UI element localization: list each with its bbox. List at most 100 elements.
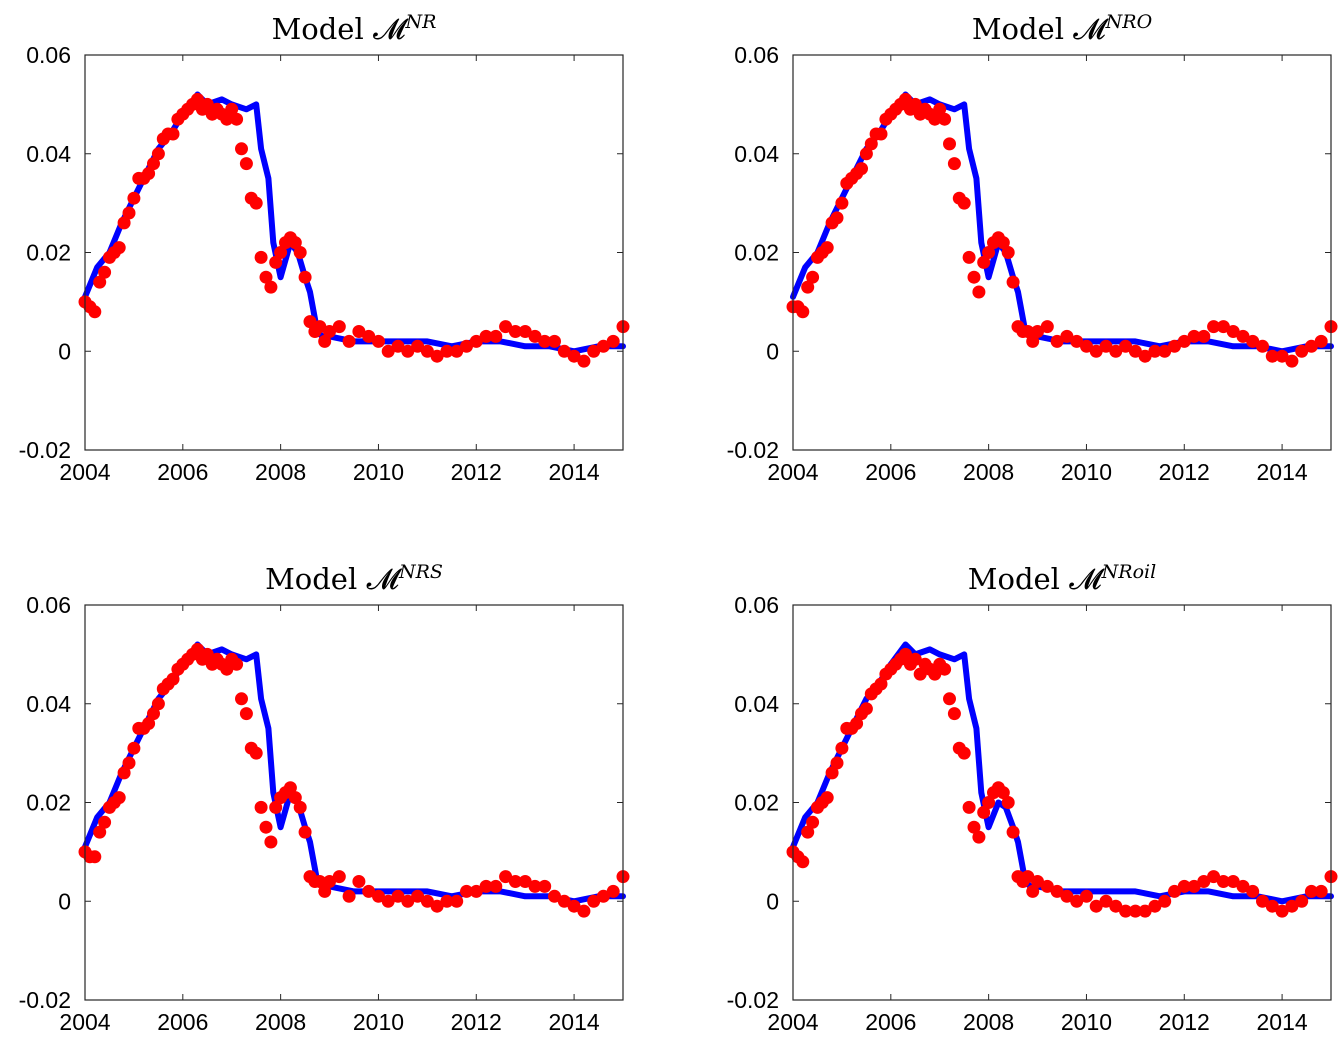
observed-point bbox=[381, 344, 395, 358]
observed-point bbox=[606, 334, 620, 348]
y-tick-label: -0.02 bbox=[19, 987, 71, 1013]
observed-point bbox=[1099, 339, 1113, 353]
observed-point bbox=[874, 677, 888, 691]
observed-point bbox=[122, 756, 136, 770]
observed-point bbox=[1256, 894, 1269, 908]
observed-point bbox=[806, 815, 820, 829]
observed-point bbox=[972, 830, 986, 844]
observed-point bbox=[298, 825, 312, 839]
x-tick-label: 2008 bbox=[963, 1009, 1014, 1035]
observed-point bbox=[249, 196, 263, 210]
observed-point bbox=[411, 889, 425, 903]
y-tick-label: 0 bbox=[766, 338, 779, 364]
observed-point bbox=[1285, 354, 1299, 368]
observed-point bbox=[899, 647, 912, 661]
observed-point bbox=[1148, 899, 1162, 913]
observed-point bbox=[489, 879, 503, 893]
observed-point bbox=[796, 305, 810, 319]
observed-point bbox=[1060, 889, 1074, 903]
observed-point bbox=[1168, 339, 1181, 353]
observed-point bbox=[313, 875, 327, 888]
observed-point bbox=[899, 92, 912, 106]
observed-point bbox=[460, 884, 473, 898]
observed-point bbox=[1197, 875, 1211, 888]
observed-point bbox=[235, 692, 248, 706]
observed-point bbox=[381, 894, 395, 908]
observed-point bbox=[200, 97, 214, 111]
observed-point bbox=[274, 246, 288, 259]
observed-point bbox=[977, 805, 991, 819]
observed-point bbox=[1021, 325, 1035, 338]
observed-point bbox=[269, 800, 283, 814]
x-tick-label: 2008 bbox=[963, 459, 1014, 485]
observed-point bbox=[220, 662, 234, 676]
observed-point bbox=[996, 786, 1010, 800]
observed-point bbox=[499, 870, 513, 884]
observed-point bbox=[391, 339, 405, 353]
observed-point bbox=[1246, 884, 1260, 898]
observed-point bbox=[1275, 349, 1289, 363]
observed-point bbox=[1138, 349, 1152, 363]
observed-point bbox=[1119, 904, 1133, 918]
observed-point bbox=[596, 339, 610, 353]
observed-point bbox=[859, 147, 873, 161]
observed-point bbox=[557, 344, 571, 358]
chart-panel-4: Model 𝓜NRoil 2004 2006 2008 2010 2012 2014 -0.0… bbox=[727, 561, 1338, 1035]
observed-point bbox=[117, 216, 131, 230]
observed-point bbox=[450, 894, 464, 908]
observed-point bbox=[1006, 825, 1020, 839]
observed-point bbox=[1099, 894, 1113, 908]
axes-box bbox=[84, 604, 624, 1001]
observed-point bbox=[1197, 329, 1211, 343]
observed-point bbox=[1026, 884, 1040, 898]
observed-point bbox=[1158, 894, 1172, 908]
observed-point bbox=[548, 889, 561, 903]
observed-point bbox=[1119, 339, 1133, 353]
observed-point bbox=[1275, 904, 1289, 918]
x-tick-label: 2010 bbox=[1061, 459, 1112, 485]
observed-point bbox=[567, 349, 581, 363]
observed-point bbox=[508, 325, 522, 338]
y-tick-label: 0.06 bbox=[26, 42, 71, 68]
observed-point bbox=[88, 850, 102, 864]
observed-point bbox=[933, 102, 947, 116]
observed-point bbox=[825, 766, 839, 780]
observed-point bbox=[352, 325, 366, 338]
observed-point bbox=[1158, 344, 1172, 358]
observed-point bbox=[1187, 329, 1201, 343]
observed-point bbox=[323, 325, 336, 338]
observed-point bbox=[1128, 344, 1142, 358]
observed-point bbox=[142, 717, 156, 730]
observed-point bbox=[1236, 329, 1250, 343]
observed-point bbox=[1177, 879, 1191, 893]
observed-point bbox=[489, 329, 503, 343]
observed-point bbox=[1109, 344, 1123, 358]
y-tick-label: 0.04 bbox=[26, 691, 71, 717]
observed-point bbox=[220, 112, 234, 126]
observed-point bbox=[401, 344, 415, 358]
observed-point bbox=[908, 97, 922, 111]
observed-point bbox=[147, 157, 160, 171]
observed-point bbox=[1001, 246, 1015, 259]
observed-point bbox=[352, 875, 366, 888]
observed-point bbox=[806, 270, 820, 284]
observed-point bbox=[928, 112, 942, 126]
observed-point bbox=[1070, 334, 1084, 348]
chart-panel-2: Model 𝓜NRO 2004 2006 2008 2010 2012 2014 -0.02 0… bbox=[727, 11, 1338, 485]
observed-point bbox=[1226, 325, 1240, 338]
observed-point bbox=[264, 835, 278, 849]
observed-point bbox=[112, 791, 126, 805]
observed-point bbox=[518, 325, 532, 338]
observed-point bbox=[1128, 904, 1142, 918]
observed-point bbox=[830, 211, 844, 225]
observed-point bbox=[440, 894, 454, 908]
observed-point bbox=[430, 899, 444, 913]
observed-point bbox=[362, 329, 376, 343]
axes-box bbox=[792, 604, 1332, 1001]
observed-point bbox=[332, 320, 346, 334]
y-tick-label: 0 bbox=[58, 888, 71, 914]
observed-point bbox=[850, 717, 864, 730]
observed-point bbox=[151, 147, 165, 161]
observed-point bbox=[1168, 884, 1181, 898]
